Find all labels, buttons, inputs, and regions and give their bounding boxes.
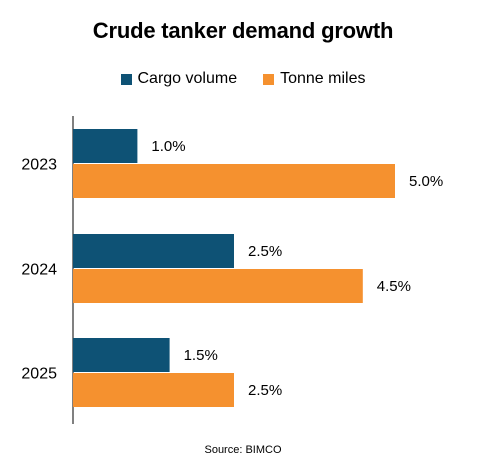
data-label-cargo-volume-2023: 1.0% [151,138,185,155]
bar-tonne-miles-2025 [73,373,234,407]
data-label-cargo-volume-2025: 1.5% [184,347,218,364]
legend-item-cargo-volume: Cargo volume [120,70,238,88]
y-tick-label-2023: 2023 [21,157,57,174]
bar-cargo-volume-2023 [73,129,138,163]
data-label-tonne-miles-2023: 5.0% [409,173,443,190]
legend-item-tonne-miles: Tonne miles [263,70,365,88]
bar-tonne-miles-2024 [73,269,363,303]
chart-title: Crude tanker demand growth [92,18,394,43]
y-tick-label-2024: 2024 [21,262,57,279]
y-tick-label-2025: 2025 [21,366,57,383]
legend-label-tonne-miles: Tonne miles [280,70,366,87]
legend-swatch-cargo-volume [120,73,132,85]
data-label-cargo-volume-2024: 2.5% [248,243,282,260]
chart-source: Source: BIMCO [204,444,282,456]
data-label-tonne-miles-2025: 2.5% [248,382,282,399]
bar-cargo-volume-2025 [73,338,170,372]
data-label-tonne-miles-2024: 4.5% [377,278,411,295]
chart-legend: Cargo volume Tonne miles [0,70,486,88]
bar-cargo-volume-2024 [73,234,234,268]
bar-tonne-miles-2023 [73,164,395,198]
legend-label-cargo-volume: Cargo volume [137,70,238,87]
legend-swatch-tonne-miles [263,73,275,85]
